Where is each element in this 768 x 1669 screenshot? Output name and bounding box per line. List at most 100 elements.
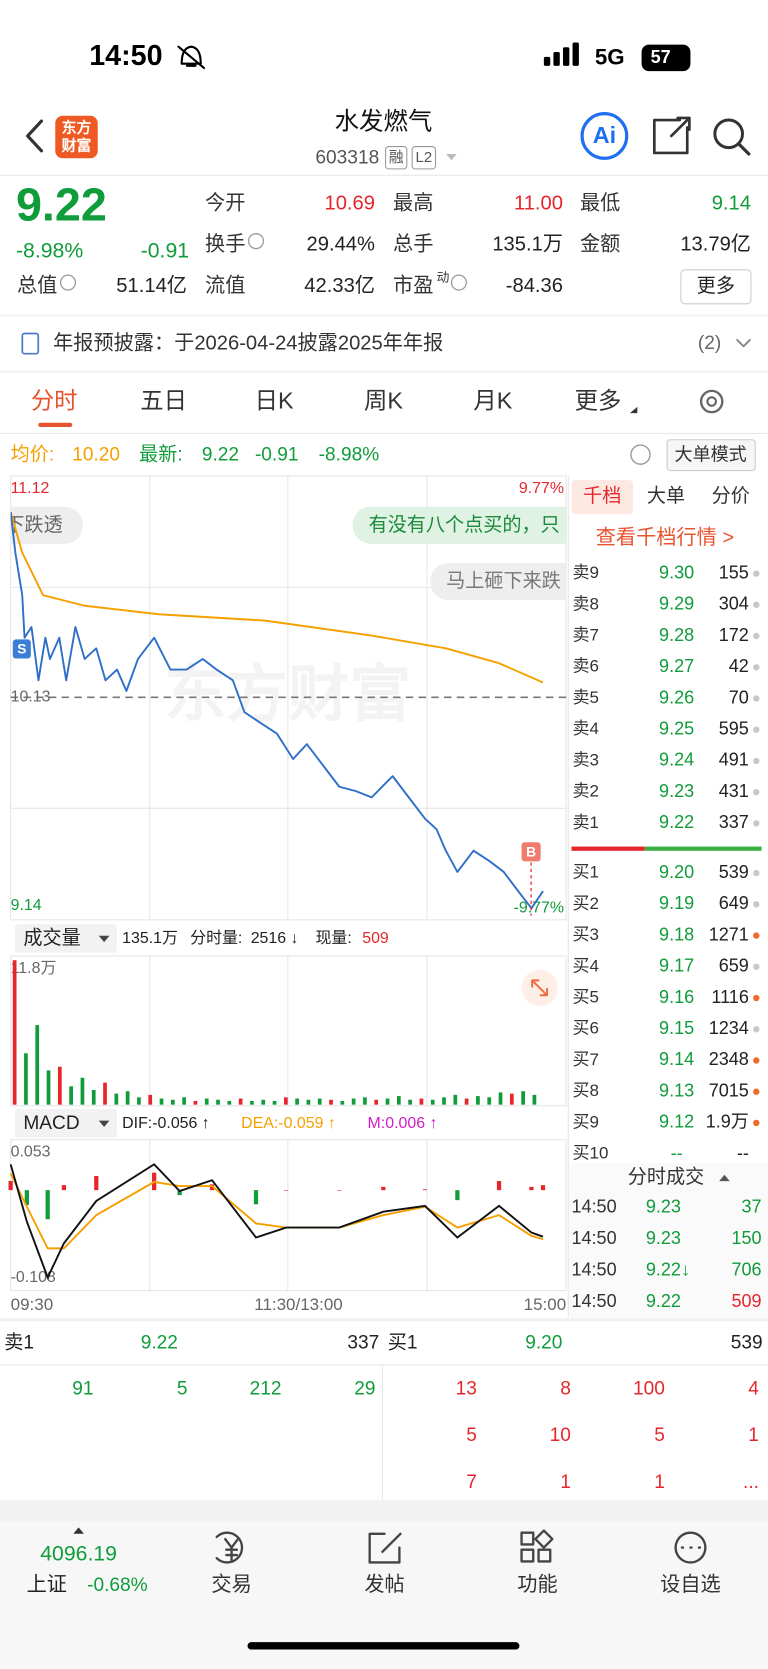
depth-dot — [753, 901, 760, 908]
indicator-selector-text[interactable]: 成交量 — [23, 927, 80, 949]
expand-icon — [531, 979, 549, 997]
volume-bar — [374, 1099, 379, 1105]
queue-order: 5 — [466, 1425, 477, 1446]
nav-icon — [520, 1529, 554, 1563]
settings-button[interactable] — [699, 389, 724, 414]
field-label: 总手 — [393, 233, 433, 256]
depth-price: 9.29 — [659, 594, 694, 614]
nav-item[interactable]: 发帖 — [364, 1573, 404, 1596]
indicator-selector[interactable] — [14, 1108, 117, 1138]
depth-price: -- — [671, 1143, 683, 1163]
depth-volume: 2348 — [709, 1049, 749, 1069]
signal-bar — [572, 42, 579, 66]
queue-order: 5 — [654, 1425, 665, 1446]
period-tab[interactable]: 五日 — [140, 388, 187, 414]
volume-bar — [238, 1098, 243, 1105]
depth-tab[interactable]: 大单 — [647, 485, 685, 507]
queue-order: 91 — [72, 1378, 93, 1399]
field-value: -84.36 — [506, 275, 563, 297]
info-icon — [247, 233, 265, 250]
change: -0.91 — [141, 238, 189, 262]
network: 5G — [595, 44, 625, 69]
indicator-selector-text[interactable]: MACD — [23, 1113, 79, 1134]
depth-dot — [753, 820, 760, 827]
depth-level: 买1 — [573, 863, 599, 882]
buy-marker — [521, 842, 541, 862]
depth-price: 9.14 — [659, 1049, 694, 1069]
ai-text[interactable]: Ai — [593, 122, 616, 148]
volume-bar — [91, 1089, 96, 1105]
book-volume: 337 — [347, 1333, 379, 1354]
ratio-bar — [644, 846, 762, 851]
volume-bar — [137, 1097, 141, 1105]
badge-text: 融 — [389, 149, 404, 166]
depth-level: 卖4 — [573, 719, 599, 738]
back-button[interactable] — [26, 119, 44, 153]
index-value[interactable]: 4096.19 — [40, 1542, 117, 1566]
depth-dot — [753, 601, 760, 608]
macd-bar — [529, 1186, 534, 1191]
queue-order: 1 — [654, 1472, 665, 1493]
depth-volume: 304 — [719, 594, 749, 614]
queue-order: 1 — [748, 1425, 759, 1446]
index-change[interactable]: -0.68% — [87, 1575, 148, 1596]
period-tab[interactable]: 日K — [255, 388, 294, 414]
volume-bar — [250, 1100, 254, 1105]
volume-bar — [227, 1100, 232, 1105]
depth-tab[interactable]: 千档 — [583, 485, 621, 507]
nav-icon — [368, 1532, 402, 1564]
index-name[interactable]: 上证 — [27, 1573, 67, 1596]
indicator-selector[interactable] — [14, 924, 117, 953]
period-tab[interactable]: 分时 — [31, 388, 78, 414]
period-tab[interactable]: 周K — [364, 388, 403, 414]
volume-bar — [509, 1093, 514, 1105]
depth-volume: 172 — [719, 625, 749, 645]
x-tick-label: 11:30/13:00 — [254, 1295, 342, 1314]
depth-price: 9.22 — [659, 812, 694, 832]
nav-item[interactable]: 交易 — [211, 1573, 251, 1596]
queue-order: 4 — [748, 1378, 759, 1399]
volume-bar — [532, 1094, 537, 1105]
depth-level: 卖6 — [573, 657, 599, 676]
share-button[interactable] — [652, 116, 691, 155]
depth-dot — [753, 932, 760, 939]
nav-item[interactable]: 设自选 — [660, 1573, 721, 1596]
latest-value: 9.22 — [202, 445, 239, 466]
field-label-sup: 动 — [437, 270, 450, 285]
depth-volume: 539 — [719, 862, 749, 882]
volume-bar — [170, 1099, 175, 1105]
volume-bar — [24, 1053, 28, 1105]
y-tick-label: 0.053 — [11, 1144, 51, 1161]
more-button[interactable] — [680, 269, 752, 305]
field-value: 135.1万 — [492, 234, 563, 256]
volume-label: 分时量: — [190, 929, 242, 947]
watermark: 东方财富 — [165, 660, 411, 729]
stock-code: 603318 — [315, 147, 379, 168]
volume-bar — [261, 1099, 266, 1105]
macd-line — [9, 1173, 544, 1250]
price-line — [10, 511, 544, 910]
depth-tab[interactable]: 分价 — [712, 485, 750, 507]
signal-bar — [562, 47, 570, 66]
notice-text[interactable]: 年报预披露：于2026-04-24披露2025年年报 — [53, 331, 443, 354]
sell-marker — [12, 639, 31, 659]
mode-button-text[interactable]: 大单模式 — [675, 444, 747, 464]
field-value: 9.14 — [712, 192, 751, 214]
depth-link[interactable]: 查看千档行情 > — [596, 526, 734, 549]
more-button-text[interactable]: 更多 — [697, 275, 735, 297]
macd-bar — [177, 1190, 182, 1196]
nav-item[interactable]: 功能 — [517, 1573, 557, 1596]
depth-level: 买10 — [573, 1144, 609, 1163]
period-tab[interactable]: 月K — [473, 388, 512, 414]
search-button[interactable] — [713, 118, 744, 150]
volume-bar — [453, 1094, 458, 1105]
mode-button[interactable] — [666, 439, 756, 472]
volume-bar — [35, 1025, 40, 1105]
app-logo — [55, 115, 98, 159]
field-label: 市盈 — [393, 274, 433, 297]
period-tab[interactable]: 更多 — [575, 388, 622, 414]
depth-volume: 595 — [719, 718, 749, 738]
depth-level: 买7 — [573, 1050, 599, 1069]
ai-button[interactable] — [580, 112, 629, 160]
